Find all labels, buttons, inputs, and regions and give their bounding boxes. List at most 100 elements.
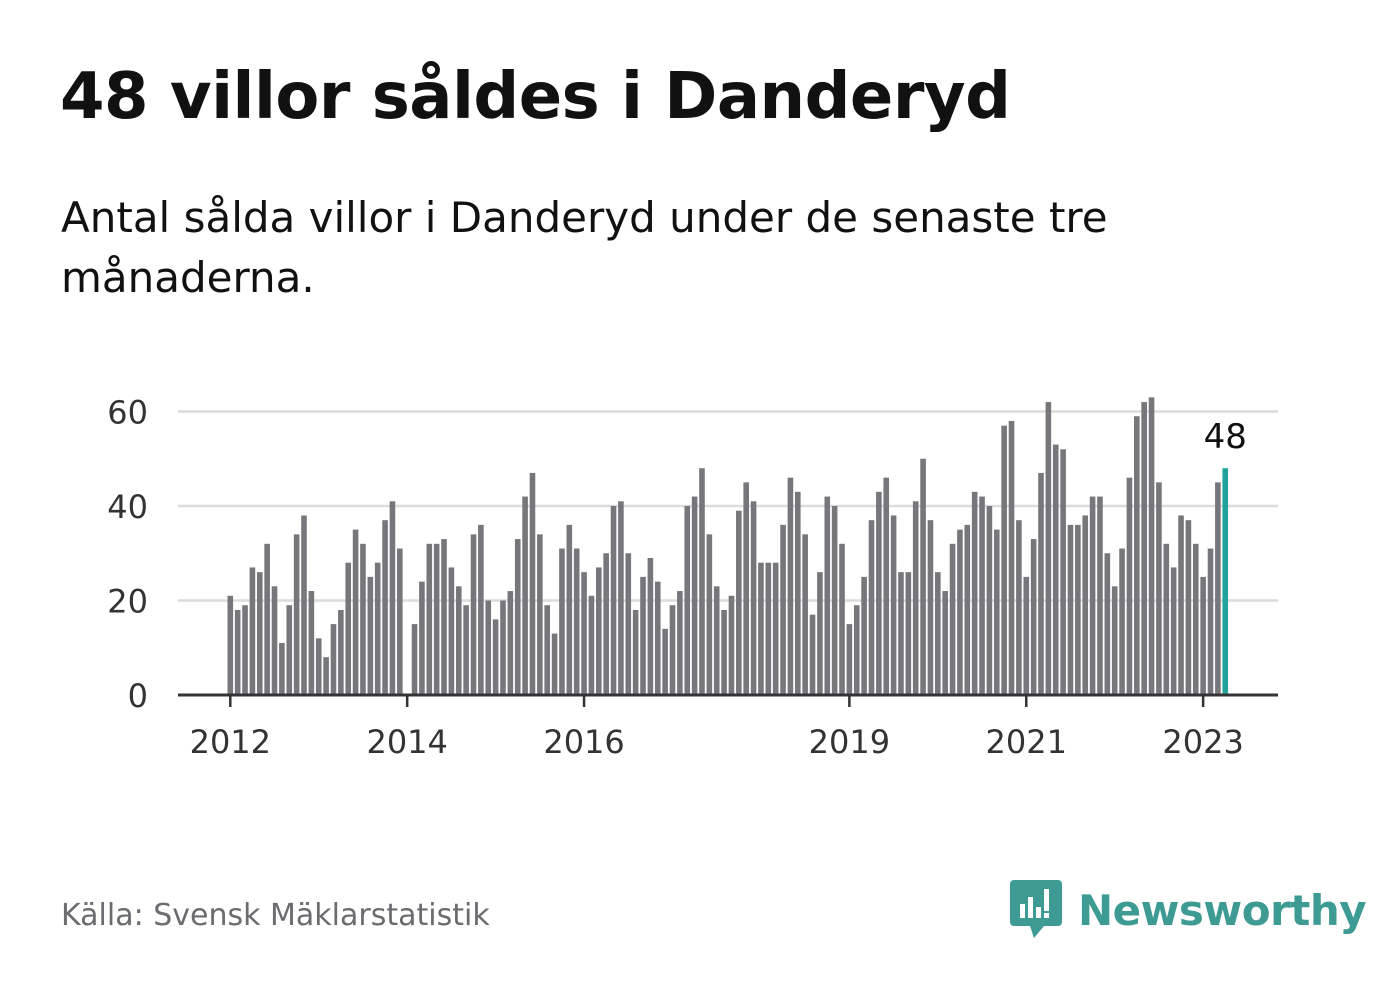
chart-title: 48 villor såldes i Danderyd (60, 60, 1011, 134)
bar (853, 605, 860, 695)
bar (1185, 520, 1192, 695)
bar (330, 624, 337, 695)
bar (794, 491, 801, 695)
bar (315, 638, 322, 695)
x-tick-label: 2016 (543, 723, 624, 761)
y-tick-label: 20 (107, 583, 148, 621)
newsworthy-logo-icon (1010, 880, 1062, 938)
bar (736, 510, 742, 695)
x-tick-label: 2021 (986, 723, 1067, 761)
bar (1119, 548, 1125, 695)
bar (529, 472, 536, 695)
bar (293, 534, 300, 695)
bar (1156, 482, 1162, 695)
bar (728, 595, 735, 695)
bar (389, 501, 396, 695)
bar (1082, 515, 1089, 695)
bar (279, 643, 285, 695)
bar (618, 501, 624, 695)
bar (1008, 420, 1015, 695)
bar (522, 496, 528, 695)
bar (588, 595, 595, 695)
bar (559, 548, 565, 695)
bar (890, 515, 897, 695)
bar (684, 506, 691, 695)
brand-name: Newsworthy (1078, 885, 1367, 935)
bar (551, 633, 558, 695)
bar (957, 529, 963, 695)
bar (1038, 472, 1044, 695)
bar (640, 576, 646, 695)
bar (323, 657, 329, 695)
bar (1111, 586, 1118, 695)
bar (691, 496, 698, 695)
bar (397, 548, 403, 695)
bar (581, 572, 587, 695)
bar (964, 524, 971, 695)
bar (1178, 515, 1184, 695)
bar (301, 515, 307, 695)
x-tick-label: 2012 (190, 723, 271, 761)
highlight-bar (1222, 468, 1229, 695)
bar (721, 609, 727, 695)
bar (470, 534, 477, 695)
bar (367, 576, 374, 695)
bar (993, 529, 1000, 695)
bar (610, 506, 617, 695)
bar (1126, 477, 1133, 695)
bar (455, 586, 462, 695)
bar (1030, 539, 1037, 695)
bar (1200, 576, 1206, 695)
y-tick-label: 60 (107, 394, 148, 432)
bar (596, 567, 602, 695)
bar (1104, 553, 1111, 695)
bar (1192, 543, 1199, 695)
bar (1207, 548, 1214, 695)
bar (242, 605, 248, 695)
bar (949, 543, 956, 695)
bar (544, 605, 551, 695)
bar (1148, 397, 1155, 695)
bar (662, 628, 668, 695)
bar (713, 586, 720, 695)
bar (227, 595, 234, 695)
bar (514, 539, 521, 695)
bar (478, 524, 484, 695)
bar (971, 491, 978, 695)
bar (492, 619, 499, 695)
bar (942, 591, 948, 695)
y-tick-label: 40 (107, 488, 148, 526)
bar (485, 600, 492, 695)
highlight-value-label: 48 (1204, 417, 1247, 457)
bar (256, 572, 263, 695)
bar (787, 477, 794, 695)
bar (500, 600, 506, 695)
bar (883, 477, 890, 695)
bar (935, 572, 941, 695)
bar (411, 624, 418, 695)
bar (765, 562, 772, 695)
bar (1052, 444, 1059, 695)
bar (433, 543, 440, 695)
bar (831, 506, 838, 695)
bar (699, 468, 705, 695)
bar (382, 520, 388, 695)
bar (876, 491, 882, 695)
bar (920, 458, 926, 695)
bar (1215, 482, 1221, 695)
bar (308, 591, 315, 695)
bar (625, 553, 632, 695)
bar (338, 609, 344, 695)
bar (905, 572, 912, 695)
bar (286, 605, 293, 695)
bar (352, 529, 359, 695)
bar (1016, 520, 1022, 695)
bar (898, 572, 904, 695)
bar (669, 605, 676, 695)
bar (986, 506, 993, 695)
bar (537, 534, 543, 695)
brand-logo[interactable]: Newsworthy (1010, 880, 1367, 940)
bar (264, 543, 270, 695)
bar (706, 534, 713, 695)
bar (426, 543, 433, 695)
